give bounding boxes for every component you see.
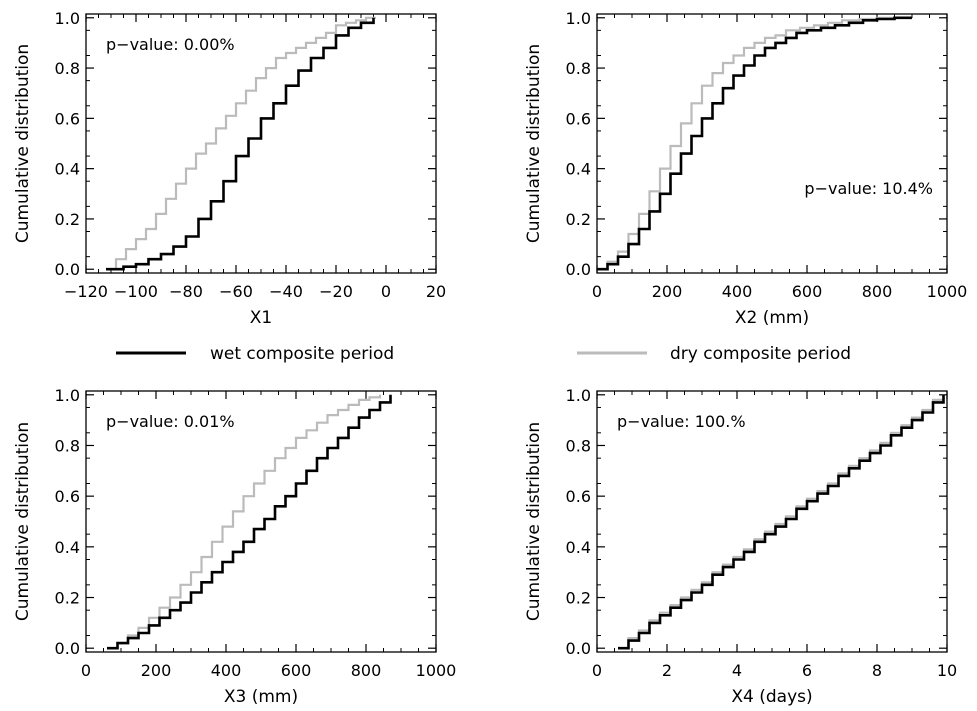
wet-cdf-line-x2 [597,16,912,271]
xtick-label-x2-1: 200 [652,282,683,301]
xtick-label-x1-2: −80 [169,282,203,301]
ytick-label-x2-5: 1.0 [566,9,591,28]
wet-cdf-line-x4 [618,394,945,650]
wet-cdf-line-x1 [106,17,375,271]
ytick-label-x2-0: 0.0 [566,260,591,279]
ytick-label-x3-0: 0.0 [55,639,80,658]
panel-x3: 0.0 0.2 0.4 0.6 0.8 1.0 0 200 400 600 800 1000 X3 (m… [13,386,456,707]
ytick-label-x3-3: 0.6 [55,487,80,506]
xtick-label-x2-0: 0 [592,282,602,301]
ytick-label-x2-3: 0.6 [566,109,591,128]
xtick-label-x2-5: 1000 [927,282,968,301]
xtick-label-x2-3: 600 [792,282,823,301]
ytick-label-x4-1: 0.2 [566,589,591,608]
pvalue-label-x1: p−value: 0.00% [106,35,235,54]
xtick-label-x3-4: 800 [351,661,382,680]
xtick-label-x3-3: 600 [281,661,312,680]
yaxis-label-x4: Cumulative distribution [524,422,544,621]
panel-x2: 0.0 0.2 0.4 0.6 0.8 1.0 0 200 400 600 800 1000 X2 (m… [524,9,967,328]
xtick-label-x3-1: 200 [141,661,172,680]
ytick-label-x3-4: 0.8 [55,436,80,455]
xaxis-label-x2: X2 (mm) [735,308,809,328]
ytick-label-x4-4: 0.8 [566,436,591,455]
xtick-label-x4-5: 10 [937,661,957,680]
legend-dry-label: dry composite period [670,344,851,364]
xtick-label-x1-4: −40 [269,282,303,301]
ytick-label-x1-3: 0.6 [55,109,80,128]
pvalue-label-x2: p−value: 10.4% [804,179,933,198]
xaxis-label-x4: X4 (days) [731,687,812,707]
ytick-label-x3-1: 0.2 [55,589,80,608]
xtick-label-x4-2: 4 [732,661,742,680]
ytick-label-x3-5: 1.0 [55,386,80,405]
pvalue-label-x3: p−value: 0.01% [106,412,235,431]
panel-x4: 0.0 0.2 0.4 0.6 0.8 1.0 0 2 4 6 8 10 X4 (days) Cumula… [524,386,957,707]
xtick-label-x3-2: 400 [211,661,242,680]
ytick-label-x1-0: 0.0 [55,260,80,279]
xtick-label-x2-4: 800 [862,282,893,301]
xtick-label-x3-0: 0 [81,661,91,680]
plot-frame-x2 [596,13,948,274]
ytick-label-x2-4: 0.8 [566,59,591,78]
yaxis-label-x1: Cumulative distribution [13,44,33,243]
wet-cdf-line-x3 [107,394,392,650]
yaxis-label-x2: Cumulative distribution [524,44,544,243]
ytick-label-x4-3: 0.6 [566,487,591,506]
dry-cdf-line-x4 [618,394,945,650]
dry-cdf-line-x1 [106,16,376,271]
xaxis-label-x3: X3 (mm) [224,687,298,707]
yaxis-label-x3: Cumulative distribution [13,422,33,621]
ytick-label-x1-1: 0.2 [55,210,80,229]
ytick-label-x1-4: 0.8 [55,59,80,78]
xtick-label-x1-0: −120 [64,282,108,301]
xtick-label-x4-0: 0 [592,661,602,680]
ytick-label-x4-0: 0.0 [566,639,591,658]
xaxis-label-x1: X1 [250,308,272,328]
xtick-label-x4-4: 8 [872,661,882,680]
xtick-label-x3-5: 1000 [416,661,457,680]
xtick-label-x1-5: −20 [319,282,353,301]
ytick-label-x4-5: 1.0 [566,386,591,405]
dry-cdf-line-x3 [107,394,382,650]
xtick-label-x4-3: 6 [802,661,812,680]
legend: wet composite period dry composite perio… [116,344,851,364]
xtick-label-x2-2: 400 [722,282,753,301]
ytick-label-x2-1: 0.2 [566,210,591,229]
ytick-label-x1-2: 0.4 [55,160,80,179]
ytick-label-x1-5: 1.0 [55,9,80,28]
xtick-label-x4-1: 2 [662,661,672,680]
ytick-label-x3-2: 0.4 [55,538,80,557]
ytick-label-x4-2: 0.4 [566,538,591,557]
legend-wet-label: wet composite period [210,344,394,364]
dry-cdf-line-x2 [597,16,912,271]
xtick-label-x1-6: 0 [381,282,391,301]
ytick-label-x2-2: 0.4 [566,160,591,179]
pvalue-label-x4: p−value: 100.% [617,412,746,431]
xtick-label-x1-7: 20 [426,282,446,301]
xtick-label-x1-1: −100 [114,282,158,301]
panel-x1: 0.0 0.2 0.4 0.6 0.8 1.0 −120 −100 −80 −60 −40 −20 0 2… [13,9,446,328]
xtick-label-x1-3: −60 [219,282,253,301]
